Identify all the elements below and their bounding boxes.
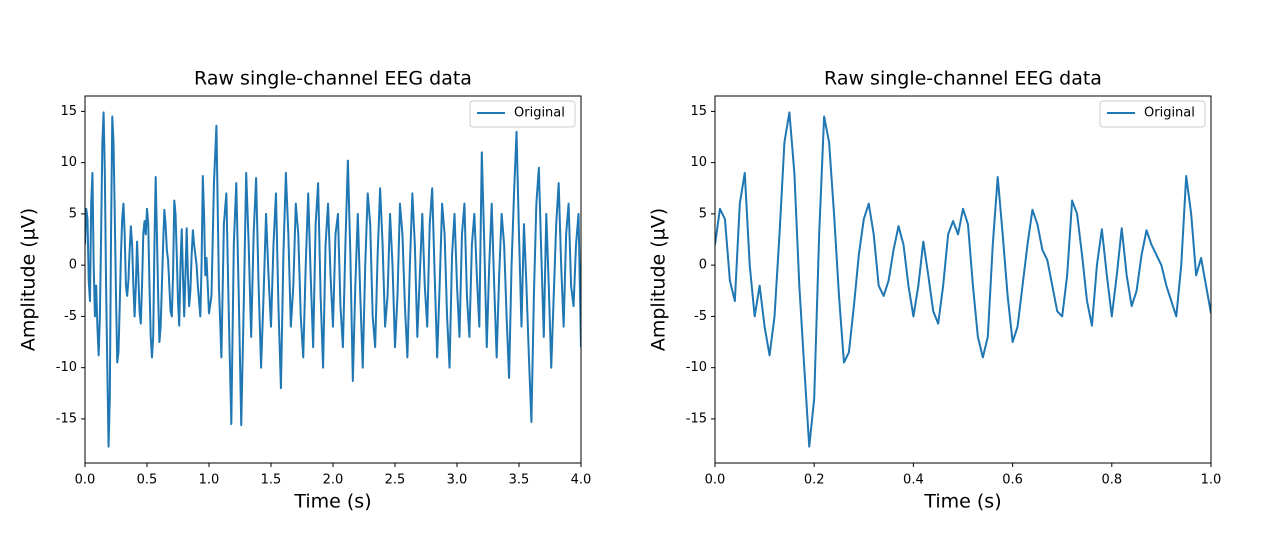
legend-label: Original [1144,106,1195,121]
y-tick-label: 5 [699,206,707,221]
x-tick-label: 1.5 [261,473,282,488]
y-tick-label: 10 [690,155,707,170]
legend-box [469,100,576,128]
legend-box [1099,100,1206,128]
y-tick-label: -5 [694,309,707,324]
y-tick-label: -10 [56,360,77,375]
x-axis-label: Time (s) [923,491,1001,513]
x-tick-label: 1.0 [1201,473,1222,488]
chart-title: Raw single-channel EEG data [194,68,472,90]
y-tick-label: 15 [690,104,707,119]
x-tick-label: 3.5 [509,473,530,488]
y-tick-label: 5 [69,206,77,221]
y-tick-label: 15 [60,104,77,119]
y-tick-label: -15 [686,411,707,426]
x-tick-label: 0.0 [75,473,96,488]
y-axis-label: Amplitude (µV) [18,208,40,351]
series-line [85,111,581,448]
x-tick-label: 0.8 [1101,473,1122,488]
x-tick-label: 4.0 [571,473,592,488]
x-tick-label: 2.0 [323,473,344,488]
y-tick-label: -5 [64,309,77,324]
x-tick-label: 0.2 [804,473,825,488]
x-tick-label: 0.0 [705,473,726,488]
x-tick-label: 1.0 [199,473,220,488]
y-tick-label: -10 [686,360,707,375]
legend-label: Original [514,106,565,121]
y-tick-label: 0 [699,258,707,273]
y-tick-label: -15 [56,411,77,426]
y-tick-label: 10 [60,155,77,170]
chart-title: Raw single-channel EEG data [824,68,1102,90]
y-axis-label: Amplitude (µV) [648,208,670,351]
x-axis-label: Time (s) [293,491,371,513]
axes-frame [714,95,1212,464]
series-line [715,111,1211,448]
x-tick-label: 2.5 [385,473,406,488]
x-tick-label: 3.0 [447,473,468,488]
x-tick-label: 0.6 [1002,473,1023,488]
y-tick-label: 0 [69,258,77,273]
x-tick-label: 0.4 [903,473,924,488]
x-tick-label: 0.5 [137,473,158,488]
axes-frame [84,95,582,464]
